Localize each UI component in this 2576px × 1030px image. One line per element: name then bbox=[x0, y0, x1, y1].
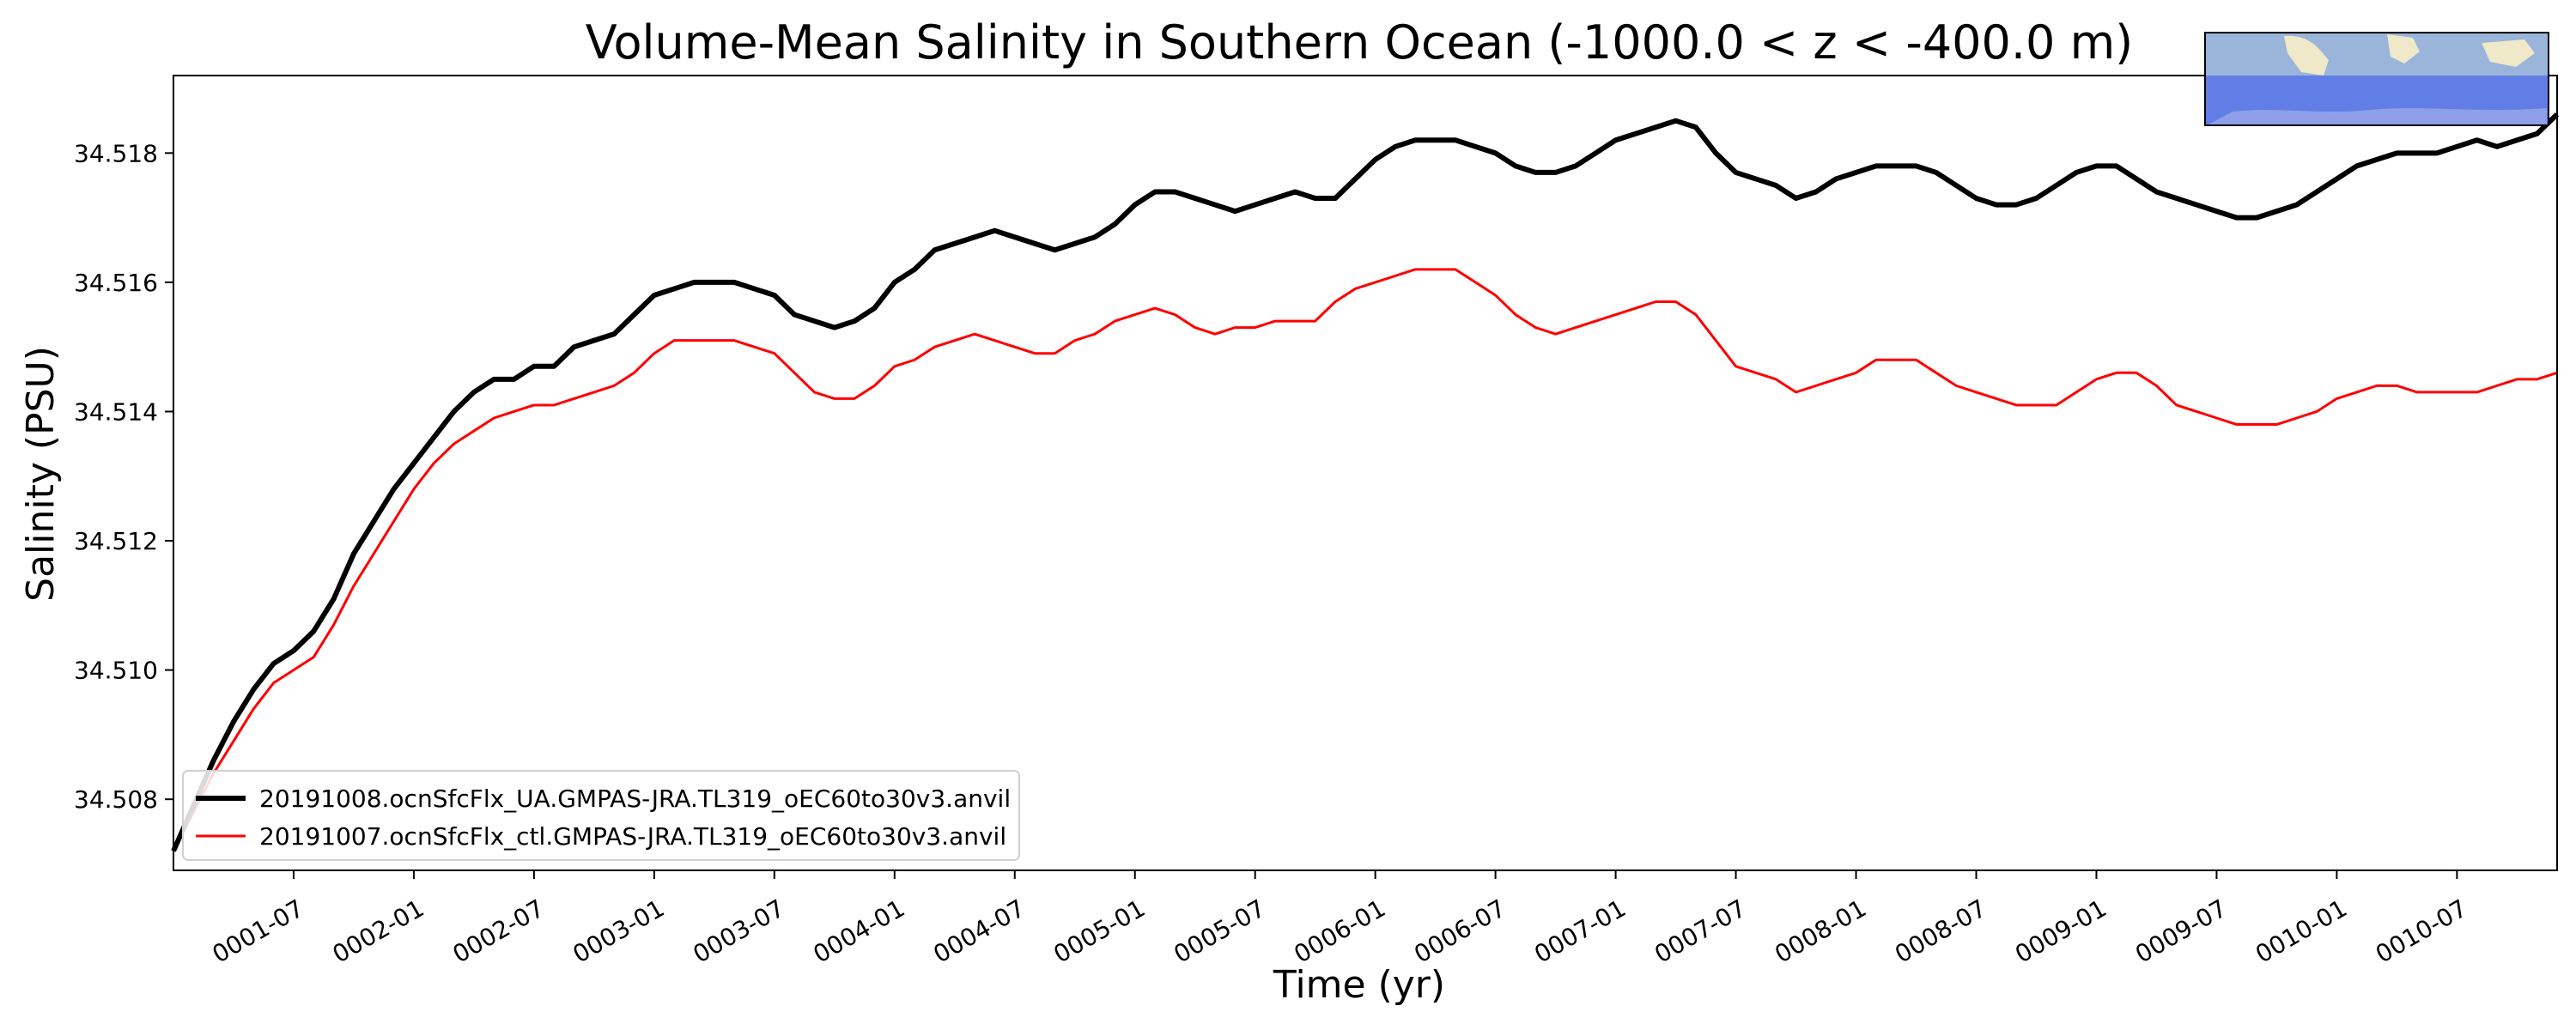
legend-label-ua: 20191008.ocnSfcFlx_UA.GMPAS-JRA.TL319_oE… bbox=[259, 785, 1011, 813]
plot-frame bbox=[173, 75, 2558, 871]
region-map-inset bbox=[2204, 32, 2549, 126]
y-tick-label: 34.514 bbox=[74, 397, 158, 426]
y-axis-label: Salinity (PSU) bbox=[19, 346, 63, 602]
series-line-ua bbox=[171, 112, 2560, 852]
legend: 20191008.ocnSfcFlx_UA.GMPAS-JRA.TL319_oE… bbox=[182, 770, 1020, 861]
legend-box bbox=[182, 770, 1020, 861]
legend-label-ctl: 20191007.ocnSfcFlx_ctl.GMPAS-JRA.TL319_o… bbox=[259, 822, 1006, 851]
y-tick-label: 34.510 bbox=[74, 657, 158, 685]
y-axis-ticks: 34.508 34.510 34.512 34.514 34.516 34.518 bbox=[74, 139, 173, 814]
y-tick-label: 34.518 bbox=[74, 139, 158, 167]
y-tick-label: 34.508 bbox=[74, 785, 158, 814]
x-axis-label: Time (yr) bbox=[1273, 963, 1445, 1007]
y-tick-label: 34.512 bbox=[74, 527, 158, 555]
y-tick-label: 34.516 bbox=[74, 269, 158, 297]
series-line-ctl bbox=[172, 268, 2558, 852]
series-lines bbox=[171, 112, 2560, 852]
chart-title: Volume-Mean Salinity in Southern Ocean (… bbox=[586, 15, 2134, 70]
